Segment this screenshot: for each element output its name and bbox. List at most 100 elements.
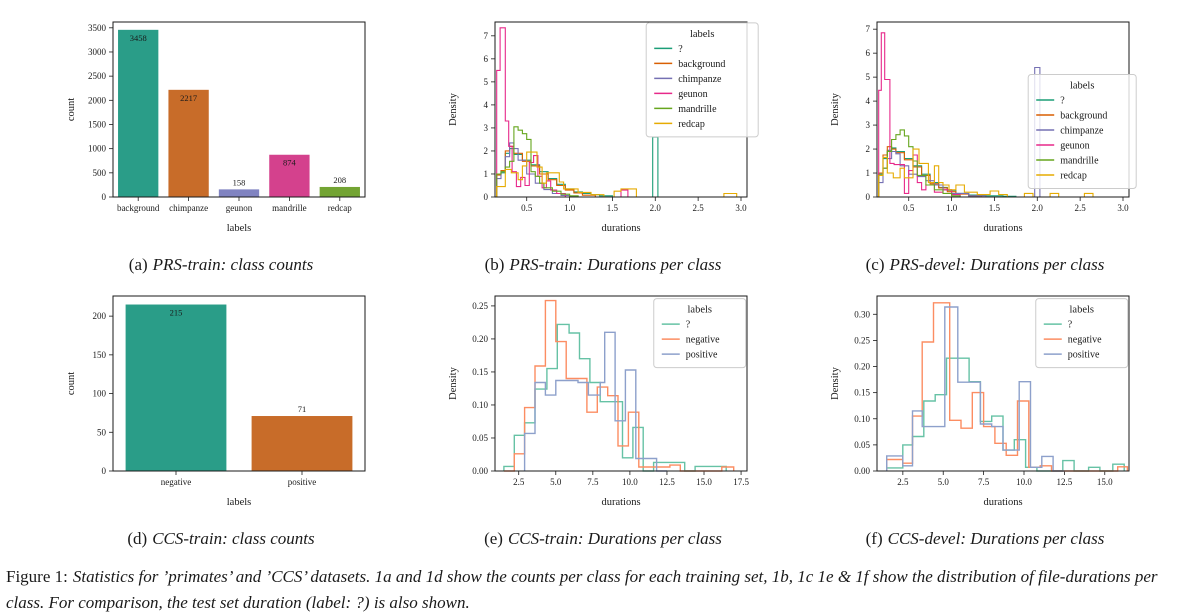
svg-text:3: 3: [484, 123, 489, 133]
svg-text:10.0: 10.0: [1016, 477, 1032, 487]
subplot-f-caption-text: CCS-devel: Durations per class: [887, 529, 1105, 548]
subplot-d: 0 50 100 150 200 negative positive 215 71 labels c…: [30, 288, 412, 550]
svg-text:labels: labels: [227, 497, 252, 508]
figure-caption-prefix: Figure 1:: [6, 567, 68, 586]
svg-text:durations: durations: [601, 497, 640, 508]
subplot-d-caption-text: CCS-train: class counts: [152, 529, 315, 548]
chart-e-ccs-train-durations: 0.00 0.05 0.10 0.15 0.20 0.25 2.5 5.0 7.5 10.0 12.…: [448, 295, 749, 508]
svg-text:mandrille: mandrille: [272, 203, 307, 213]
svg-text:0.15: 0.15: [854, 388, 870, 398]
svg-text:0.10: 0.10: [854, 414, 870, 424]
svg-text:15.0: 15.0: [696, 477, 712, 487]
chart-c-prs-devel-durations: 0 1 2 3 4 5 6 7 0.5 1.0 1.5 2.0 2.5 3.0 durations Densi…: [830, 21, 1137, 234]
svg-text:2.5: 2.5: [1075, 203, 1087, 213]
svg-text:0.15: 0.15: [472, 367, 488, 377]
svg-text:1: 1: [484, 169, 489, 179]
svg-text:mandrille: mandrille: [1060, 156, 1099, 167]
svg-text:2217: 2217: [180, 93, 197, 103]
subplot-e-caption: (e) CCS-train: Durations per class: [412, 528, 794, 550]
figure-grid: 0 500 1000 1500 2000 2500 3000 3500 background ch…: [0, 14, 1184, 550]
svg-text:71: 71: [298, 404, 307, 414]
svg-text:?: ?: [678, 44, 683, 55]
svg-text:durations: durations: [601, 223, 640, 234]
svg-text:redcap: redcap: [678, 119, 705, 130]
subplot-c-caption-text: PRS-devel: Durations per class: [889, 255, 1105, 274]
svg-text:background: background: [678, 59, 725, 70]
chart-a-prs-train-class-counts: 0 500 1000 1500 2000 2500 3000 3500 background ch…: [66, 21, 366, 234]
svg-text:geunon: geunon: [1060, 141, 1089, 152]
svg-text:0.20: 0.20: [854, 362, 870, 372]
svg-text:2: 2: [866, 144, 871, 154]
svg-text:3: 3: [866, 120, 871, 130]
svg-text:6: 6: [484, 54, 489, 64]
svg-text:3458: 3458: [130, 33, 147, 43]
svg-text:0: 0: [102, 192, 107, 202]
svg-text:1.0: 1.0: [946, 203, 958, 213]
subplot-e-caption-text: CCS-train: Durations per class: [507, 529, 722, 548]
svg-text:0: 0: [484, 192, 489, 202]
svg-text:5.0: 5.0: [938, 477, 950, 487]
svg-text:5.0: 5.0: [550, 477, 562, 487]
svg-text:negative: negative: [161, 477, 192, 487]
svg-text:7.5: 7.5: [587, 477, 599, 487]
svg-text:0.5: 0.5: [903, 203, 915, 213]
svg-text:2.5: 2.5: [513, 477, 525, 487]
svg-text:0.05: 0.05: [854, 440, 870, 450]
svg-text:labels: labels: [690, 29, 715, 40]
svg-text:positive: positive: [288, 477, 317, 487]
subplot-f-caption-prefix: (f): [865, 529, 883, 548]
figure-caption: Figure 1: Statistics for ’primates’ and ’…: [6, 564, 1178, 612]
svg-text:0.00: 0.00: [854, 466, 870, 476]
svg-text:redcap: redcap: [1060, 171, 1087, 182]
svg-text:?: ?: [686, 320, 691, 331]
svg-text:0.25: 0.25: [854, 335, 870, 345]
subplot-e-caption-prefix: (e): [484, 529, 503, 548]
svg-text:208: 208: [333, 175, 346, 185]
svg-text:215: 215: [170, 308, 183, 318]
svg-text:?: ?: [1060, 96, 1065, 107]
svg-text:1000: 1000: [88, 144, 107, 154]
svg-text:50: 50: [97, 427, 107, 437]
svg-text:?: ?: [1068, 320, 1073, 331]
svg-text:1.5: 1.5: [607, 203, 619, 213]
svg-text:negative: negative: [1068, 335, 1102, 346]
svg-text:positive: positive: [1068, 350, 1100, 361]
svg-text:redcap: redcap: [328, 203, 352, 213]
svg-text:3.0: 3.0: [1117, 203, 1129, 213]
svg-text:4: 4: [866, 96, 871, 106]
svg-text:Density: Density: [448, 92, 459, 125]
subplot-c-caption-prefix: (c): [865, 255, 885, 274]
svg-text:0: 0: [866, 192, 871, 202]
subplot-b: 0 1 2 3 4 5 6 7 0.5 1.0 1.5 2.0 2.5 3.0 durations Densi…: [412, 14, 794, 276]
svg-text:150: 150: [93, 350, 107, 360]
subplot-b-caption: (b) PRS-train: Durations per class: [412, 254, 794, 276]
svg-text:mandrille: mandrille: [678, 104, 717, 115]
svg-text:5: 5: [484, 77, 489, 87]
svg-text:Density: Density: [448, 366, 459, 399]
svg-text:0: 0: [102, 466, 107, 476]
subplot-d-caption-prefix: (d): [127, 529, 148, 548]
subplot-a: 0 500 1000 1500 2000 2500 3000 3500 background ch…: [30, 14, 412, 276]
svg-text:2500: 2500: [88, 71, 107, 81]
svg-text:count: count: [66, 372, 77, 395]
svg-text:background: background: [117, 203, 160, 213]
chart-b-prs-train-durations: 0 1 2 3 4 5 6 7 0.5 1.0 1.5 2.0 2.5 3.0 durations Densi…: [448, 21, 759, 234]
svg-text:geunon: geunon: [226, 203, 253, 213]
svg-text:158: 158: [233, 177, 246, 187]
svg-text:2000: 2000: [88, 95, 107, 105]
svg-text:5: 5: [866, 72, 871, 82]
chart-d-ccs-train-class-counts: 0 50 100 150 200 negative positive 215 71 labels c…: [66, 295, 366, 508]
svg-text:2.0: 2.0: [650, 203, 662, 213]
subplot-c: 0 1 2 3 4 5 6 7 0.5 1.0 1.5 2.0 2.5 3.0 durations Densi…: [794, 14, 1176, 276]
subplot-a-caption-text: PRS-train: class counts: [152, 255, 314, 274]
svg-text:1.0: 1.0: [564, 203, 576, 213]
svg-text:chimpanze: chimpanze: [169, 203, 208, 213]
subplot-b-caption-text: PRS-train: Durations per class: [509, 255, 722, 274]
svg-text:12.5: 12.5: [659, 477, 675, 487]
svg-text:1: 1: [866, 168, 871, 178]
svg-text:0.5: 0.5: [521, 203, 533, 213]
svg-text:durations: durations: [983, 497, 1022, 508]
subplot-f-caption: (f) CCS-devel: Durations per class: [794, 528, 1176, 550]
subplot-a-caption: (a) PRS-train: class counts: [30, 254, 412, 276]
